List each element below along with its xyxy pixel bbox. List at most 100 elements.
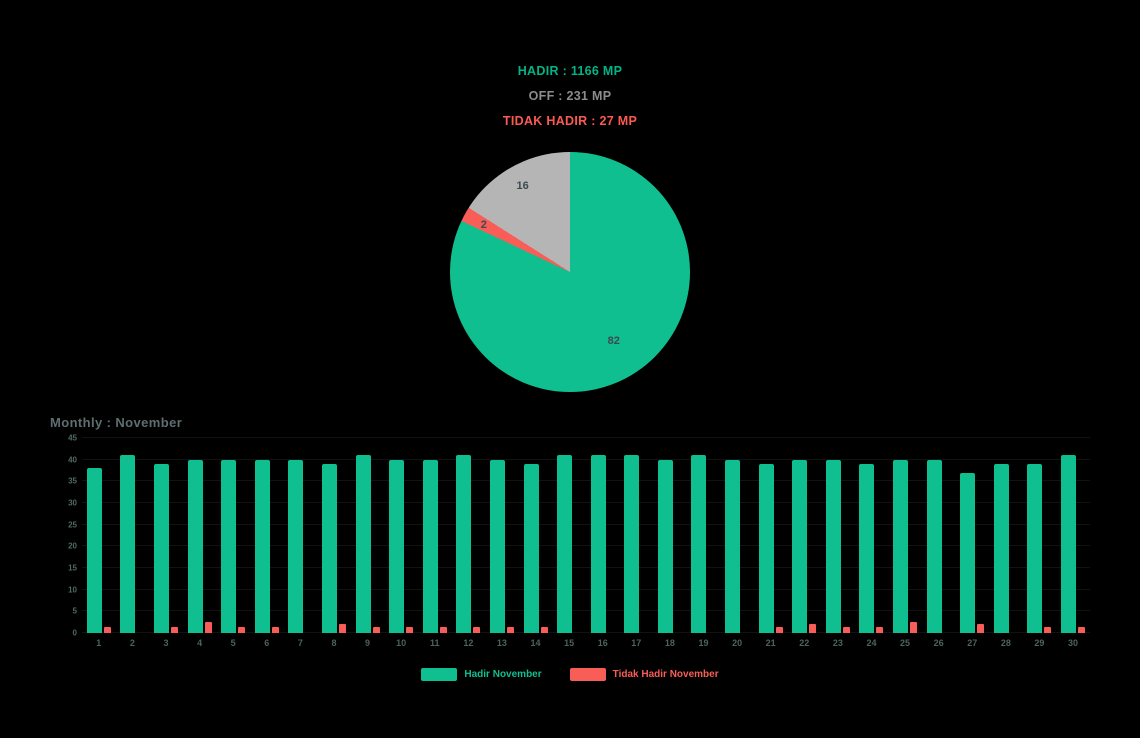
bar-hadir [1027,464,1043,633]
bar-hadir [758,464,774,633]
bar-hadir [153,464,169,633]
bar-group-day-1 [82,438,116,633]
bar-group-day-19 [687,438,721,633]
bar-group-day-16 [586,438,620,633]
legend-item-tidak-hadir-november[interactable]: Tidak Hadir November [569,668,719,681]
bar-group-day-13 [485,438,519,633]
bar-tidak-hadir [775,626,783,633]
y-axis-label: 10 [68,585,77,595]
bar-group-day-15 [552,438,586,633]
x-axis-label: 9 [365,638,371,648]
bar-group-day-23 [821,438,855,633]
y-axis-label: 30 [68,498,77,508]
bar-group-day-14 [519,438,553,633]
y-axis-label: 35 [68,476,77,486]
x-axis-label: 5 [230,638,236,648]
bar-group-day-9 [351,438,385,633]
y-axis-label: 45 [68,433,77,443]
chart-legend: Hadir November Tidak Hadir November [0,668,1140,681]
bar-group-day-6 [250,438,284,633]
bar-tidak-hadir [842,626,850,633]
bar-hadir [120,455,136,633]
bar-tidak-hadir [1078,626,1086,633]
bar-hadir [825,459,841,633]
x-axis-label: 18 [664,638,675,648]
bar-group-day-18 [653,438,687,633]
legend-swatch [569,668,606,681]
x-axis-label: 14 [530,638,541,648]
attendance-pie-chart: 82 2 16 [450,152,690,392]
x-axis-label: 27 [967,638,978,648]
bar-tidak-hadir [876,626,884,633]
bar-tidak-hadir [372,626,380,633]
pie-summary-line: TIDAK HADIR : 27 MP [502,114,638,128]
bar-group-day-10 [384,438,418,633]
gridline [82,632,1090,633]
x-axis-label: 28 [1000,638,1011,648]
bar-hadir [792,459,808,633]
gridline [82,437,1090,438]
legend-label: Hadir November [464,669,542,680]
bar-tidak-hadir [103,626,111,633]
x-axis-labels: 1 2 3 4 5 6 7 8 9 10 11 12 13 14 15 16 17 18 19 20 21 22 23 24 2… [82,638,1090,648]
bar-group-day-20 [720,438,754,633]
bar-hadir [557,455,573,633]
bar-chart-title: Monthly : November [50,415,183,430]
bar-hadir [926,459,942,633]
bar-hadir [422,459,438,633]
bar-groups [82,438,1090,633]
x-axis-label: 30 [1068,638,1079,648]
x-axis-label: 19 [698,638,709,648]
gridline [82,567,1090,569]
bar-tidak-hadir [204,622,212,633]
bar-tidak-hadir [506,626,514,633]
pie-summary: HADIR : 1166 MP OFF : 231 MP TIDAK HADIR :… [0,64,1140,139]
bar-hadir [960,472,976,633]
bar-hadir [389,459,405,633]
bar-group-day-21 [754,438,788,633]
bar-hadir [523,464,539,633]
bar-group-day-11 [418,438,452,633]
pie-slice-label: 82 [607,334,620,347]
x-axis-label: 1 [96,638,102,648]
y-axis-label: 15 [68,563,77,573]
legend-item-hadir-november[interactable]: Hadir November [421,668,542,681]
gridline [82,545,1090,547]
x-axis-label: 4 [197,638,203,648]
bar-hadir [187,459,203,633]
legend-label: Tidak Hadir November [612,669,719,680]
x-axis-label: 10 [396,638,407,648]
pie-slice-label: 2 [480,218,487,231]
bar-group-day-12 [452,438,486,633]
bar-tidak-hadir [910,622,918,633]
gridline [82,502,1090,504]
bar-hadir [254,459,270,633]
bar-group-day-8 [317,438,351,633]
x-axis-label: 29 [1034,638,1045,648]
y-axis-label: 5 [72,606,77,616]
x-axis-label: 2 [129,638,135,648]
x-axis-label: 8 [331,638,337,648]
bar-hadir [691,455,707,633]
pie-summary-line: HADIR : 1166 MP [517,64,623,78]
gridline [82,588,1090,590]
bar-group-day-26 [922,438,956,633]
bar-group-day-4 [183,438,217,633]
x-axis-label: 7 [297,638,303,648]
bar-group-day-27 [955,438,989,633]
x-axis-label: 17 [631,638,642,648]
bar-hadir [657,459,673,633]
gridline [82,458,1090,460]
y-axis-label: 0 [72,628,77,638]
pie-summary-line: OFF : 231 MP [528,89,612,103]
x-axis-label: 24 [866,638,877,648]
bar-hadir [624,455,640,633]
bar-tidak-hadir [238,626,246,633]
x-axis-label: 12 [463,638,474,648]
gridline [82,523,1090,525]
x-axis-label: 21 [765,638,776,648]
y-axis-label: 25 [68,520,77,530]
bar-group-day-24 [855,438,889,633]
bar-tidak-hadir [170,626,178,633]
